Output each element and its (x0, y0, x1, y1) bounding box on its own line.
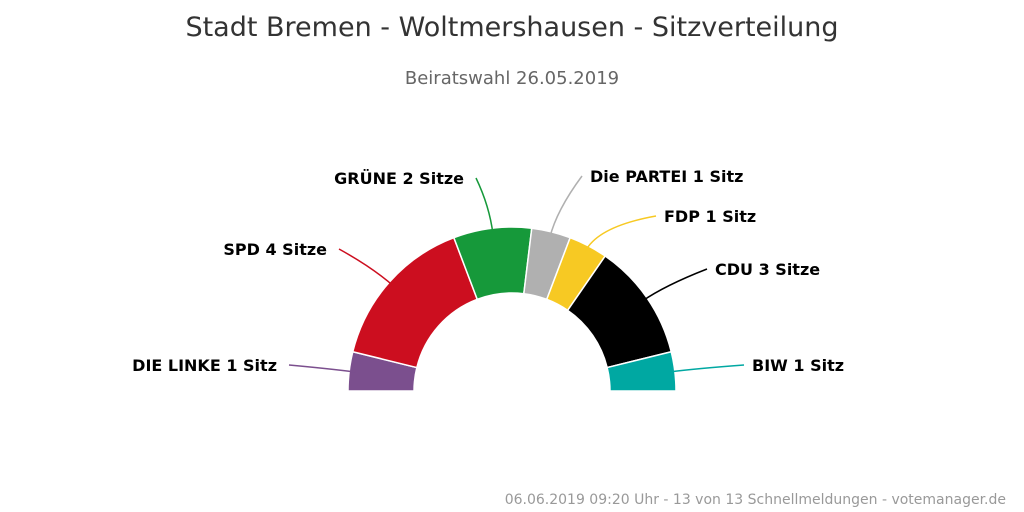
data-label: Die PARTEI 1 Sitz (590, 167, 743, 186)
data-label: BIW 1 Sitz (752, 356, 844, 375)
connector-line (641, 268, 708, 302)
chart-subtitle: Beiratswahl 26.05.2019 (404, 68, 620, 89)
data-label: DIE LINKE 1 Sitz (132, 356, 277, 375)
connector-line (288, 364, 356, 373)
connector-line (584, 215, 657, 252)
connector-line (549, 175, 583, 238)
credits-link[interactable]: 06.06.2019 09:20 Uhr - 13 von 13 Schnell… (504, 492, 1006, 508)
data-label: GRÜNE 2 Sitze (334, 169, 464, 188)
data-label: CDU 3 Sitze (715, 260, 820, 279)
slice-spd[interactable] (351, 236, 479, 369)
slice-biw[interactable] (606, 350, 677, 392)
connector-line (668, 364, 745, 373)
data-label: SPD 4 Sitze (223, 240, 327, 259)
connector-line (475, 177, 494, 235)
data-label: FDP 1 Sitz (664, 207, 756, 226)
chart-title: Stadt Bremen - Woltmershausen - Sitzvert… (185, 12, 839, 43)
connector-line (338, 248, 395, 287)
